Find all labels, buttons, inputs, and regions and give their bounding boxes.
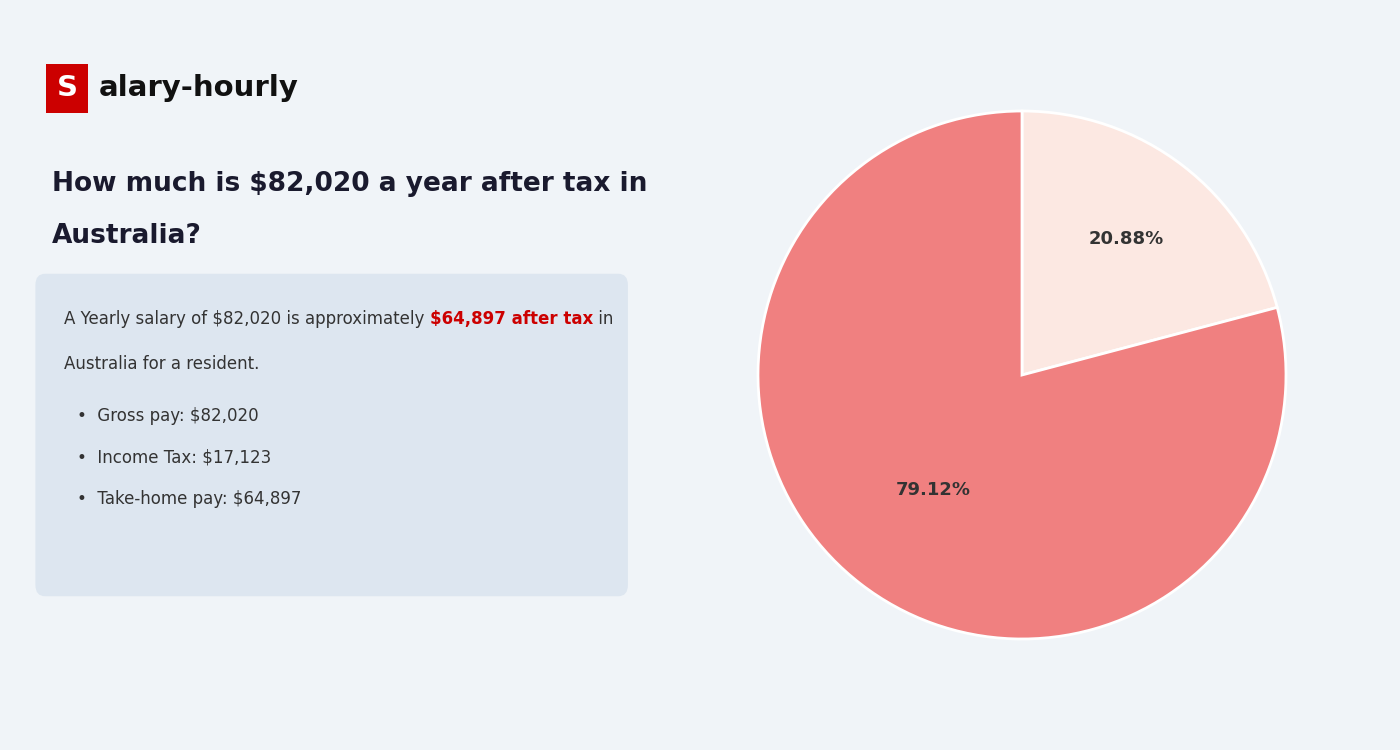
Text: A Yearly salary of $82,020 is approximately: A Yearly salary of $82,020 is approximat… <box>64 310 430 328</box>
Wedge shape <box>1022 111 1277 375</box>
Text: •  Gross pay: $82,020: • Gross pay: $82,020 <box>77 407 259 425</box>
Text: S: S <box>56 74 77 103</box>
Wedge shape <box>757 111 1287 639</box>
Text: $64,897 after tax: $64,897 after tax <box>430 310 594 328</box>
Text: Australia?: Australia? <box>52 224 202 249</box>
FancyBboxPatch shape <box>46 64 88 112</box>
FancyBboxPatch shape <box>35 274 629 596</box>
Text: alary-hourly: alary-hourly <box>98 74 298 103</box>
Text: 79.12%: 79.12% <box>896 481 972 499</box>
Text: •  Income Tax: $17,123: • Income Tax: $17,123 <box>77 448 272 466</box>
Text: •  Take-home pay: $64,897: • Take-home pay: $64,897 <box>77 490 301 508</box>
Text: 20.88%: 20.88% <box>1089 230 1165 248</box>
Text: in: in <box>594 310 613 328</box>
Text: How much is $82,020 a year after tax in: How much is $82,020 a year after tax in <box>52 171 647 196</box>
Text: Australia for a resident.: Australia for a resident. <box>64 355 260 373</box>
